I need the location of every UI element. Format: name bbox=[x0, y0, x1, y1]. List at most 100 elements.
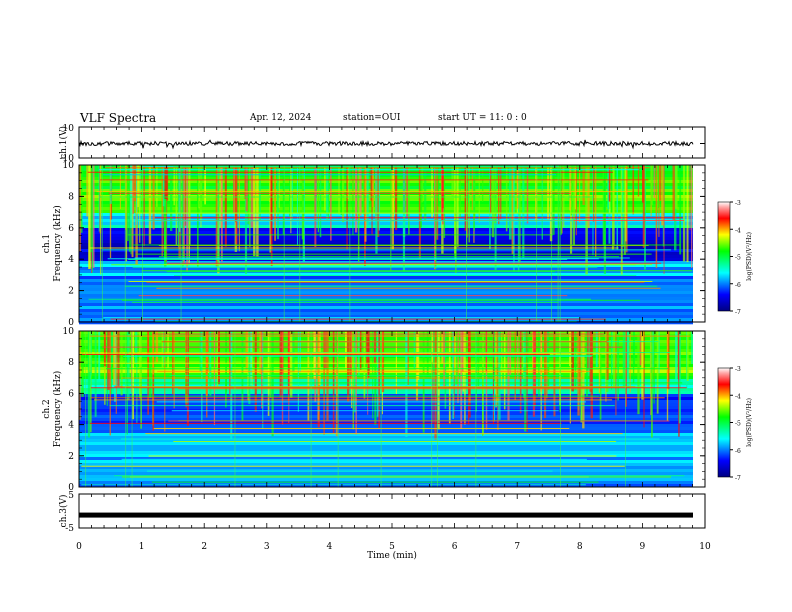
spectrogram-streak bbox=[335, 331, 337, 368]
spectrogram-streak bbox=[256, 165, 259, 257]
spectrogram-row bbox=[79, 361, 693, 365]
y-tick-label: 0 bbox=[68, 483, 74, 493]
spectrogram-streak bbox=[424, 165, 427, 220]
spectrogram-streak bbox=[126, 165, 129, 241]
channel-label: ch.2 bbox=[42, 399, 52, 418]
spectrogram-streak bbox=[582, 331, 585, 429]
spectrogram-streak bbox=[167, 331, 170, 369]
spectrogram-row bbox=[79, 222, 693, 226]
spectrogram-streak bbox=[508, 165, 512, 240]
spectrogram-streak bbox=[136, 165, 138, 225]
spectrogram-streak bbox=[103, 331, 106, 367]
spectrogram-streak bbox=[235, 165, 238, 245]
colorbar-tick-label: -3 bbox=[735, 366, 741, 373]
spectrogram-streak bbox=[632, 331, 635, 384]
spectrogram-streak bbox=[441, 165, 444, 221]
spectrogram-streak bbox=[359, 331, 362, 370]
spectrogram-row bbox=[79, 282, 693, 286]
colorbar-label: log(PSD)(V²/Hz) bbox=[746, 398, 753, 447]
spectrogram-streak bbox=[370, 165, 372, 201]
spectrogram-streak bbox=[407, 331, 409, 385]
station-label: station=OUI bbox=[343, 113, 401, 123]
spectrogram-streak bbox=[611, 165, 614, 250]
spectrogram-streak bbox=[477, 331, 480, 387]
spectrogram-streak bbox=[267, 331, 270, 416]
spectrogram-row bbox=[79, 442, 693, 446]
spectrogram-row bbox=[79, 264, 693, 268]
spectrogram-streak bbox=[148, 165, 152, 244]
spectrogram-streak bbox=[419, 165, 422, 228]
spectrogram-row bbox=[79, 379, 693, 383]
x-tick-label: 4 bbox=[327, 542, 333, 552]
spectrogram-streak bbox=[435, 165, 437, 269]
spectrogram-streak bbox=[166, 165, 169, 201]
spectrogram-streak bbox=[268, 165, 270, 202]
spectrogram-row bbox=[79, 457, 693, 461]
spectrogram-streak bbox=[169, 165, 173, 232]
spectrogram-streak bbox=[639, 331, 642, 366]
spectrogram-streak bbox=[657, 165, 659, 208]
spectrogram-row bbox=[79, 418, 693, 422]
x-tick-label: 6 bbox=[452, 542, 458, 552]
spectrogram-streak bbox=[499, 331, 502, 367]
spectrogram-streak bbox=[359, 165, 362, 216]
spectrogram-row bbox=[79, 451, 693, 455]
spectrogram-streak bbox=[667, 331, 669, 394]
y-tick-label: 5 bbox=[68, 491, 74, 501]
spectrogram-row bbox=[79, 201, 693, 205]
colorbar bbox=[717, 201, 731, 312]
spectrogram-streak bbox=[113, 331, 116, 385]
spectrogram-streak bbox=[478, 165, 480, 223]
spectrogram-streak bbox=[287, 331, 290, 404]
y-tick-label: 10 bbox=[63, 327, 75, 337]
spectrogram-streak bbox=[613, 331, 616, 389]
spectrogram-row bbox=[79, 349, 693, 353]
spectrogram-streak bbox=[559, 331, 561, 406]
spectrogram-streak bbox=[592, 165, 594, 256]
spectrogram-streak bbox=[460, 331, 463, 429]
start-ut-label: start UT = 11: 0 : 0 bbox=[438, 113, 527, 123]
spectrogram-row bbox=[79, 466, 693, 470]
spectrogram-streak bbox=[196, 165, 199, 268]
spectrogram-row bbox=[79, 177, 693, 181]
spectrogram-row bbox=[79, 261, 693, 265]
spectrogram-streak bbox=[88, 165, 91, 269]
ch3-trace bbox=[79, 512, 693, 518]
spectrogram-streak bbox=[136, 331, 138, 424]
spectrogram-streak bbox=[330, 165, 332, 241]
spectrogram-row bbox=[79, 331, 693, 335]
spectrogram-streak bbox=[627, 331, 629, 377]
spectrogram-streak bbox=[579, 331, 582, 399]
spectrogram-streak bbox=[617, 331, 620, 401]
spectrogram-streak bbox=[391, 165, 395, 250]
spectrogram-streak bbox=[188, 165, 191, 246]
spectrogram-streak bbox=[467, 165, 469, 203]
x-tick-label: 10 bbox=[699, 542, 711, 552]
spectrogram-streak bbox=[482, 165, 484, 203]
spectrogram-streak bbox=[132, 165, 135, 214]
spectrogram-streak bbox=[457, 331, 459, 404]
spectrogram-streak bbox=[569, 165, 572, 211]
spectrogram-row bbox=[79, 231, 693, 235]
spectrogram-streak bbox=[603, 165, 606, 246]
spectrogram-streak bbox=[249, 165, 251, 248]
x-tick-label: 9 bbox=[640, 542, 646, 552]
colorbar-tick-label: -5 bbox=[735, 255, 741, 262]
spectrogram-streak bbox=[587, 165, 590, 228]
spectrogram-streak bbox=[173, 331, 175, 409]
spectrogram-row bbox=[79, 412, 693, 416]
spectrogram-streak bbox=[585, 165, 588, 275]
colorbar-tick-label: -7 bbox=[735, 475, 741, 482]
spectrogram-row bbox=[79, 198, 693, 202]
spectrogram-row bbox=[79, 300, 693, 304]
spectrogram-row bbox=[79, 240, 693, 244]
spectrogram-streak bbox=[131, 331, 133, 393]
spectrogram-streak bbox=[437, 331, 440, 430]
spectrogram-streak bbox=[109, 165, 112, 259]
spectrogram-streak bbox=[563, 165, 565, 228]
spectrogram-streak bbox=[119, 165, 121, 210]
spectrogram-streak bbox=[485, 331, 487, 372]
spectrogram-streak bbox=[367, 331, 369, 415]
spectrogram-streak bbox=[405, 331, 408, 437]
